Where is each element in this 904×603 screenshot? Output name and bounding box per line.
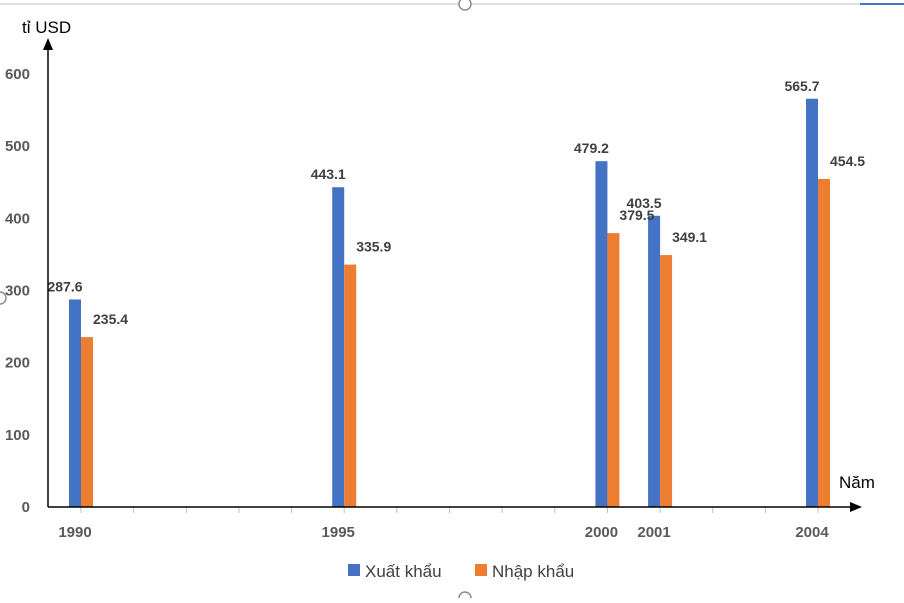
y-tick-label: 300 [5,283,30,300]
x-axis-ticks: 1990 1995 2000 2001 2004 [58,524,829,541]
x-axis-arrow [850,502,862,512]
bar-xuat-khau [806,98,818,507]
bars [69,98,830,508]
legend: Xuất khẩu Nhập khẩu [348,562,574,581]
data-label: 565.7 [784,78,819,94]
legend-label-nhap-khau: Nhập khẩu [492,562,574,581]
bar-nhap-khau [344,264,357,507]
data-label: 454.5 [830,153,865,169]
y-axis-arrow [43,38,53,50]
y-tick-label: 100 [5,427,30,444]
y-tick-label: 0 [22,499,30,516]
y-tick-label: 200 [5,355,30,372]
resize-handle-left[interactable] [0,291,7,305]
bar-xuat-khau [595,161,608,507]
y-axis-title: tỉ USD [22,18,71,37]
x-tick-label: 2000 [585,524,618,541]
bar-xuat-khau [332,187,345,508]
y-tick-label: 600 [5,66,30,83]
x-tick-label: 2004 [795,524,829,541]
data-label: 403.5 [627,195,662,211]
resize-handle-bottom[interactable] [458,591,472,603]
bar-nhap-khau [81,337,93,507]
bar-nhap-khau [660,255,673,507]
x-tick-label: 1990 [58,524,91,541]
x-axis-minor-ticks [80,507,819,513]
bar-nhap-khau [607,233,620,507]
y-axis-ticks: 0 100 200 300 400 500 600 [5,66,30,516]
data-label: 235.4 [93,311,128,327]
legend-swatch-nhap-khau [475,564,487,576]
data-label: 379.5 [619,207,654,223]
resize-handle-top[interactable] [458,0,472,11]
data-label: 287.6 [47,278,82,294]
bar-xuat-khau [648,215,661,507]
data-label: 349.1 [672,229,707,245]
y-tick-label: 400 [5,210,30,227]
data-label: 443.1 [311,166,346,182]
x-tick-label: 2001 [637,524,670,541]
x-axis-title: Năm [839,473,875,492]
bar-nhap-khau [818,179,830,507]
x-tick-label: 1995 [322,524,355,541]
y-tick-label: 500 [5,138,30,155]
legend-swatch-xuat-khau [348,564,360,576]
data-label: 479.2 [574,140,609,156]
bar-xuat-khau [69,299,81,507]
data-label: 335.9 [356,239,391,255]
legend-label-xuat-khau: Xuất khẩu [365,562,442,581]
